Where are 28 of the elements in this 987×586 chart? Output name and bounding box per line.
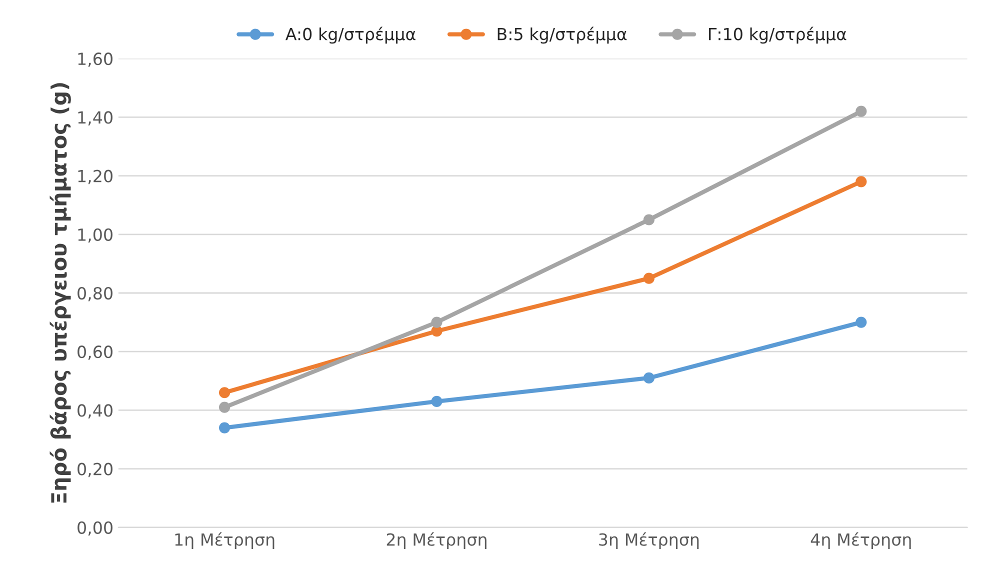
y-tick-label: 1,40 (78, 111, 112, 126)
point (856, 316, 867, 328)
y-axis-title: Ξηρό βάρος υπέργειου τμήματος (g) (50, 83, 71, 503)
y-tick-label: 0,80 (78, 286, 112, 302)
point (431, 316, 442, 328)
point (218, 422, 230, 434)
point (643, 214, 655, 226)
legend-label: B:5 kg/στρέμμα (498, 26, 627, 44)
y-tick-label: 0,40 (78, 404, 112, 418)
y-tick-label: 1,60 (78, 52, 112, 67)
point (218, 402, 230, 413)
point (218, 387, 230, 398)
x-tick-label: 3η Μέτρηση (599, 532, 699, 550)
legend-label: A:0 kg/στρέμμα (285, 26, 416, 44)
x-tick-label: 2η Μέτρηση (386, 532, 486, 550)
point (856, 106, 867, 117)
point (431, 396, 442, 407)
x-tick-label: 1η Μέτρηση (175, 532, 274, 550)
point (643, 372, 655, 384)
y-tick-label: 0,00 (78, 521, 112, 536)
point (856, 176, 867, 188)
x-tick-label: 4η Μέτρηση (810, 532, 911, 550)
y-tick-label: 1,20 (78, 170, 112, 184)
y-tick-label: 0,60 (78, 346, 112, 360)
point (643, 272, 655, 284)
y-tick-label: 0,20 (78, 462, 112, 478)
legend-label: Γ:10 kg/στρέμμα (709, 26, 846, 44)
y-tick-label: 1,00 (78, 228, 112, 243)
